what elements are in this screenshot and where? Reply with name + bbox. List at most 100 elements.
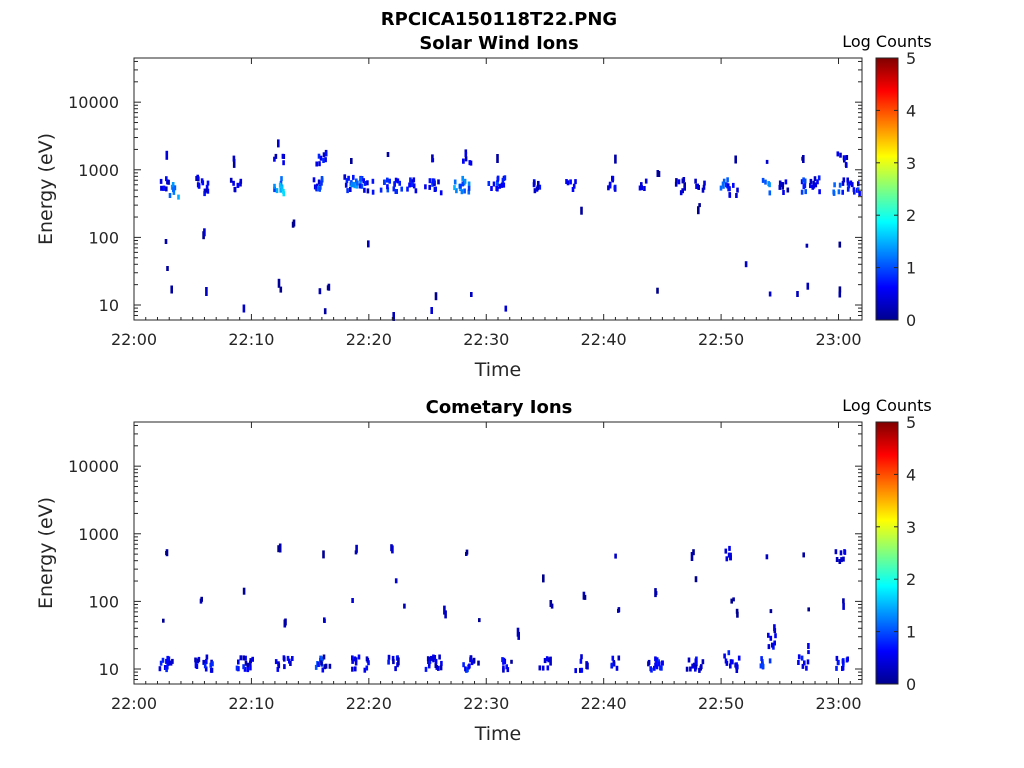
heatmap-cell (803, 660, 806, 666)
heatmap-cell (729, 663, 732, 669)
heatmap-cell (283, 656, 286, 662)
heatmap-cell (683, 185, 686, 191)
plot-area (134, 422, 862, 684)
colorbar-ticks: 0 1 2 3 4 5 (876, 49, 916, 330)
heatmap-cell (351, 598, 354, 603)
heatmap-cell (394, 666, 397, 672)
heatmap-cell (468, 160, 472, 166)
heatmap-cell (797, 654, 801, 660)
heatmap-cell (728, 545, 731, 551)
heatmap-cell (844, 161, 848, 167)
heatmap-cell (612, 661, 616, 667)
heatmap-cell (204, 188, 208, 193)
heatmap-cell (800, 189, 804, 195)
x-tick-label: 22:30 (463, 694, 509, 713)
heatmap-cell (550, 603, 554, 609)
heatmap-cell (159, 660, 163, 666)
heatmap-cell (842, 556, 845, 562)
heatmap-cell (312, 177, 316, 183)
heatmap-cell (503, 175, 507, 181)
heatmap-cell (765, 159, 769, 164)
heatmap-cell (249, 665, 252, 671)
heatmap-cell (396, 178, 400, 184)
heatmap-cell (726, 183, 730, 189)
heatmap-cell (583, 594, 587, 600)
heatmap-cell (322, 654, 326, 660)
heatmap-cell (767, 644, 771, 650)
colorbar-tick-label: 5 (906, 413, 916, 432)
heatmap-cell (236, 182, 240, 188)
heatmap-cell (371, 178, 375, 184)
heatmap-cell (289, 661, 292, 666)
heatmap-cell (400, 186, 403, 192)
x-tick-label: 22:50 (698, 694, 744, 713)
y-tick-label: 10 (99, 296, 119, 315)
heatmap-cell (350, 182, 354, 188)
heatmap-cell (681, 188, 684, 194)
heatmap-cell (840, 557, 843, 563)
heatmap-cell (644, 178, 648, 184)
colorbar-label: Log Counts (842, 396, 932, 415)
heatmap-cell (387, 659, 390, 665)
heatmap-cell (206, 188, 210, 194)
heatmap-cell (284, 618, 287, 626)
heatmap-cell (472, 657, 476, 663)
heatmap-cell (692, 662, 696, 668)
heatmap-cell (278, 543, 282, 553)
heatmap-cell (366, 180, 369, 186)
heatmap-cell (158, 666, 162, 672)
heatmap-cell (277, 278, 281, 288)
colorbar-tick-label: 2 (906, 206, 916, 225)
heatmap-cell (579, 658, 583, 664)
heatmap-cell (615, 665, 619, 671)
heatmap-cell (439, 665, 443, 671)
heatmap-cell (392, 186, 396, 192)
heatmap-cell (433, 181, 436, 187)
heatmap-cell (354, 666, 357, 672)
x-axis-label: Time (474, 359, 522, 381)
heatmap-cell (611, 655, 615, 661)
heatmap-cell (322, 158, 325, 163)
heatmap-cell (729, 555, 732, 561)
heatmap-cell (172, 187, 175, 193)
heatmap-cell (614, 154, 617, 164)
heatmap-cell (657, 171, 661, 177)
heatmap-cell (249, 658, 252, 664)
heatmap-cell (654, 656, 657, 662)
heatmap-cell (462, 158, 465, 164)
x-tick-label: 22:30 (463, 330, 509, 349)
heatmap-cell (654, 662, 657, 668)
heatmap-cell (611, 175, 614, 181)
heatmap-cell (817, 175, 821, 181)
heatmap-cell (168, 660, 171, 666)
heatmap-cell (771, 642, 774, 648)
colorbar-label: Log Counts (842, 32, 932, 51)
heatmap-cell (209, 662, 213, 668)
heatmap-cell (386, 152, 390, 157)
heatmap-cell (246, 667, 250, 673)
heatmap-cell (229, 177, 233, 183)
heatmap-cell (317, 179, 321, 185)
heatmap-cell (428, 184, 431, 190)
heatmap-cell (196, 174, 199, 180)
heatmap-cell (343, 174, 347, 180)
x-tick-label: 23:00 (815, 330, 861, 349)
heatmap-cell (724, 548, 728, 554)
heatmap-cell (735, 608, 739, 614)
heatmap-cell (277, 545, 280, 553)
heatmap-cell (461, 181, 465, 187)
heatmap-cell (204, 666, 208, 672)
heatmap-cell (386, 184, 389, 190)
colorbar-tick-label: 5 (906, 49, 916, 68)
heatmap-cell (510, 659, 513, 664)
heatmap-cell (460, 189, 464, 195)
heatmap-cell (205, 287, 208, 296)
heatmap-cell (279, 187, 282, 193)
heatmap-cell (545, 656, 549, 662)
heatmap-cell (278, 182, 282, 188)
heatmap-cell (355, 544, 358, 553)
heatmap-cell (437, 665, 440, 671)
heatmap-cell (166, 661, 170, 666)
heatmap-cell (388, 178, 391, 184)
heatmap-cell (463, 178, 467, 184)
